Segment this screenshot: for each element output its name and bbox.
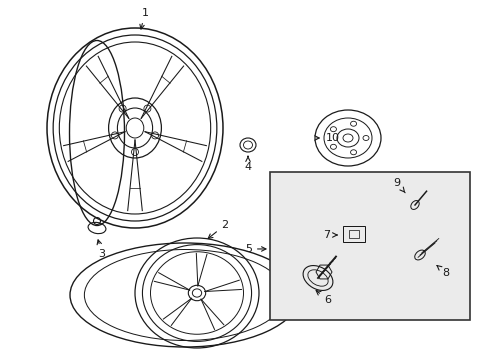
Text: 3: 3: [97, 240, 105, 259]
Text: 10: 10: [314, 133, 339, 143]
Bar: [348, 230, 358, 238]
Text: 8: 8: [436, 266, 448, 278]
Text: 7: 7: [323, 230, 336, 240]
Text: 6: 6: [316, 291, 331, 305]
Bar: [269, 172, 469, 320]
Text: 9: 9: [393, 178, 404, 193]
Bar: [342, 226, 364, 242]
Text: 5: 5: [244, 244, 265, 254]
Text: 2: 2: [208, 220, 228, 238]
Text: 4: 4: [244, 156, 251, 172]
Text: 1: 1: [140, 8, 148, 29]
